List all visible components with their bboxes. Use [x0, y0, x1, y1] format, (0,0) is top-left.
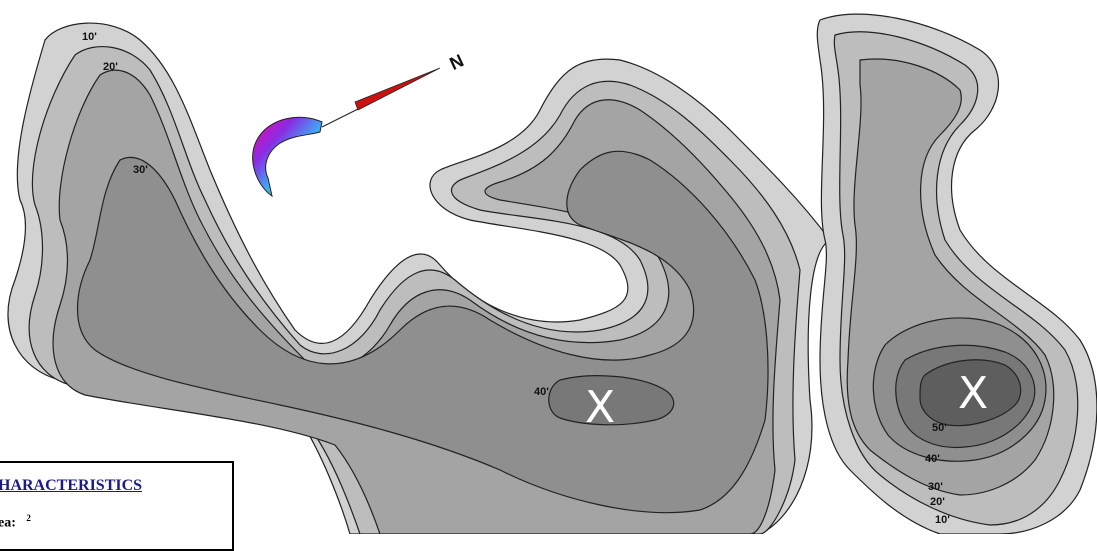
- west-basin-depth-40: [548, 375, 675, 426]
- legend-title: HARACTERISTICS: [0, 477, 143, 494]
- legend-area-line: ea: 2: [0, 513, 31, 532]
- legend-area-label: ea:: [0, 515, 16, 531]
- lake-depth-map: 10' 20' 30' 40' 50' 40' 30' 20' 10' X X …: [7, 13, 1097, 534]
- depth-labels: 10' 20' 30' 40' 50' 40' 30' 20' 10': [82, 31, 950, 526]
- depth-label: 20': [103, 61, 118, 73]
- depth-label: 40': [925, 453, 940, 465]
- compass-dial-icon: [252, 116, 323, 198]
- deep-spot-marker: X: [958, 368, 988, 419]
- north-letter: N: [446, 50, 466, 74]
- depth-label: 10': [935, 514, 950, 526]
- legend-superscript: 2: [26, 513, 31, 523]
- west-basin: [7, 22, 831, 534]
- compass-needle-icon: [354, 67, 441, 111]
- compass-shaft: [321, 107, 361, 128]
- lake-characteristics-box: HARACTERISTICS ea: 2: [0, 461, 234, 551]
- east-basin-depth-50: [919, 359, 1022, 427]
- depth-label: 30': [133, 164, 148, 176]
- depth-label: 50': [932, 422, 947, 434]
- east-basin: [816, 13, 1097, 534]
- depth-label: 10': [82, 31, 97, 43]
- depth-label: 20': [930, 496, 945, 508]
- depth-label: 30': [928, 481, 943, 493]
- depth-label: 40': [534, 386, 549, 398]
- deep-spot-marker: X: [585, 382, 615, 433]
